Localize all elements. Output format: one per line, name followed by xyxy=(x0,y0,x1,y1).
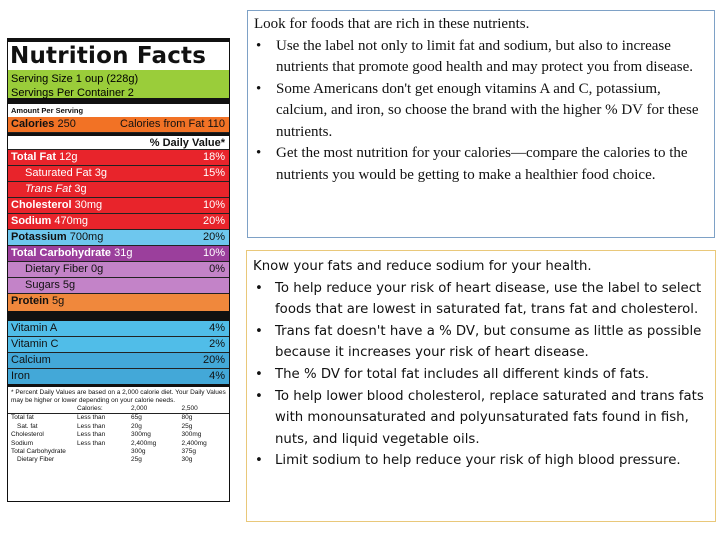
nutrient-row: Dietary Fiber 0g 0% xyxy=(8,262,229,278)
nutrients-tip-list: • Use the label not only to limit fat and… xyxy=(254,36,708,187)
vitamin-row: Vitamin A 4% xyxy=(8,321,229,337)
serving-info: Serving Size 1 oup (228g) Servings Per C… xyxy=(8,70,229,104)
bullet-icon: • xyxy=(255,453,263,469)
list-item: • Limit sodium to help reduce your risk o… xyxy=(253,450,709,472)
bullet-icon: • xyxy=(256,145,262,161)
nutrient-row: Total Carbohydrate 31g 10% xyxy=(8,246,229,262)
nutrient-row: Protein 5g xyxy=(8,294,229,311)
bullet-icon: • xyxy=(255,366,263,382)
list-item: • Use the label not only to limit fat and… xyxy=(256,37,693,76)
list-item: • To help reduce your risk of heart disea… xyxy=(253,278,709,321)
vitamin-row: Vitamin C 2% xyxy=(8,337,229,353)
vitamin-row: Calcium 20% xyxy=(8,353,229,369)
nutrient-row: Total Fat 12g 18% xyxy=(8,150,229,166)
list-item: • Trans fat doesn't have a % DV, but cons… xyxy=(253,321,709,364)
list-item: • The % DV for total fat includes all dif… xyxy=(253,364,709,386)
nutrients-tip-heading: Look for foods that are rich in these nu… xyxy=(254,16,530,32)
list-item: • Some Americans don't get enough vitamin… xyxy=(256,80,699,140)
daily-value-footnote: * Percent Daily Values are based on a 2,… xyxy=(11,389,226,404)
nutrients-tip-box: Look for foods that are rich in these nu… xyxy=(247,10,715,238)
table-row: Total Carbohydrate 300g 375g xyxy=(11,448,196,456)
calories-label: Calories xyxy=(11,118,55,130)
label-title: Nutrition Facts xyxy=(10,43,207,69)
servings-per-container: Servings Per Container 2 xyxy=(11,87,134,99)
nutrient-row: Trans Fat 3g xyxy=(8,182,229,198)
table-row: Dietary Fiber 25g 30g xyxy=(17,456,193,464)
nutrition-facts-label: Nutrition Facts Serving Size 1 oup (228g… xyxy=(7,38,230,502)
list-item: • To help lower blood cholesterol, replac… xyxy=(253,386,709,451)
calories-row: Calories 250 Calories from Fat 110 xyxy=(8,117,229,133)
thick-divider xyxy=(8,311,229,321)
daily-value-table: Calories: 2,000 2,500 Total fat Less tha… xyxy=(8,405,229,465)
bullet-icon: • xyxy=(255,323,263,339)
bullet-icon: • xyxy=(255,388,263,404)
table-header: Calories: 2,000 2,500 xyxy=(77,405,198,412)
fats-sodium-tip-box: Know your fats and reduce sodium for you… xyxy=(246,250,716,522)
table-row: Total fat Less than 65g 80g xyxy=(8,413,229,423)
nutrient-row: Cholesterol 30mg 10% xyxy=(8,198,229,214)
calories-value: 250 xyxy=(57,118,76,130)
amount-per-serving: Amount Per Serving xyxy=(11,106,84,115)
table-row: Cholesterol Less than 300mg 300mg xyxy=(11,431,202,439)
table-row: Sodium Less than 2,400mg 2,400mg xyxy=(11,439,207,447)
fats-sodium-heading: Know your fats and reduce sodium for you… xyxy=(253,259,592,274)
nutrient-row: Saturated Fat 3g 15% xyxy=(8,166,229,182)
serving-size: Serving Size 1 oup (228g) xyxy=(11,73,139,85)
list-item: • Get the most nutrition for your calorie… xyxy=(256,145,688,183)
bullet-icon: • xyxy=(256,37,262,54)
table-row: Sat. fat Less than 20g 25g xyxy=(17,422,193,430)
bullet-icon: • xyxy=(256,80,262,97)
calories-from-fat: Calories from Fat 110 xyxy=(120,118,225,130)
nutrient-row: Potassium 700mg 20% xyxy=(8,230,229,246)
fats-sodium-list: • To help reduce your risk of heart disea… xyxy=(253,278,709,472)
nutrient-row: Sodium 470mg 20% xyxy=(8,214,229,230)
bullet-icon: • xyxy=(255,280,263,296)
vitamin-row: Iron 4% xyxy=(8,369,229,387)
nutrient-row: Sugars 5g xyxy=(8,278,229,294)
daily-value-header: % Daily Value* xyxy=(8,133,229,150)
